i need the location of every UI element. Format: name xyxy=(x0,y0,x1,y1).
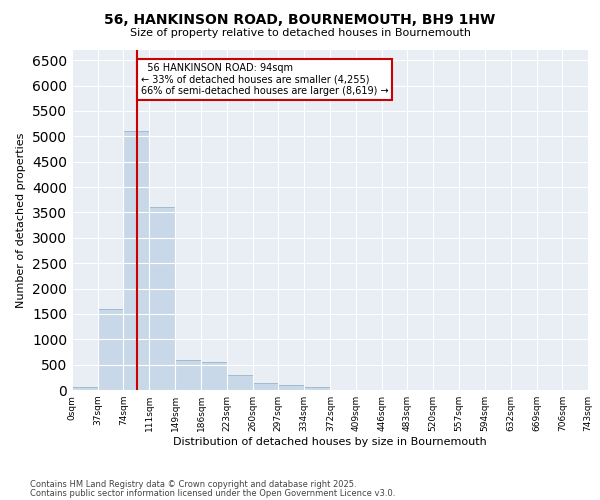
Bar xyxy=(98,309,124,390)
Bar xyxy=(227,375,253,390)
Bar xyxy=(253,384,278,390)
Text: 56 HANKINSON ROAD: 94sqm
← 33% of detached houses are smaller (4,255)
66% of sem: 56 HANKINSON ROAD: 94sqm ← 33% of detach… xyxy=(141,62,388,96)
Text: 56, HANKINSON ROAD, BOURNEMOUTH, BH9 1HW: 56, HANKINSON ROAD, BOURNEMOUTH, BH9 1HW xyxy=(104,12,496,26)
Y-axis label: Number of detached properties: Number of detached properties xyxy=(16,132,26,308)
Bar xyxy=(304,387,331,390)
Bar xyxy=(72,388,98,390)
Text: Size of property relative to detached houses in Bournemouth: Size of property relative to detached ho… xyxy=(130,28,470,38)
Bar xyxy=(201,362,227,390)
Bar xyxy=(124,131,149,390)
Bar xyxy=(149,208,175,390)
Bar xyxy=(278,386,304,390)
X-axis label: Distribution of detached houses by size in Bournemouth: Distribution of detached houses by size … xyxy=(173,437,487,447)
Bar xyxy=(175,360,201,390)
Text: Contains public sector information licensed under the Open Government Licence v3: Contains public sector information licen… xyxy=(30,488,395,498)
Text: Contains HM Land Registry data © Crown copyright and database right 2025.: Contains HM Land Registry data © Crown c… xyxy=(30,480,356,489)
